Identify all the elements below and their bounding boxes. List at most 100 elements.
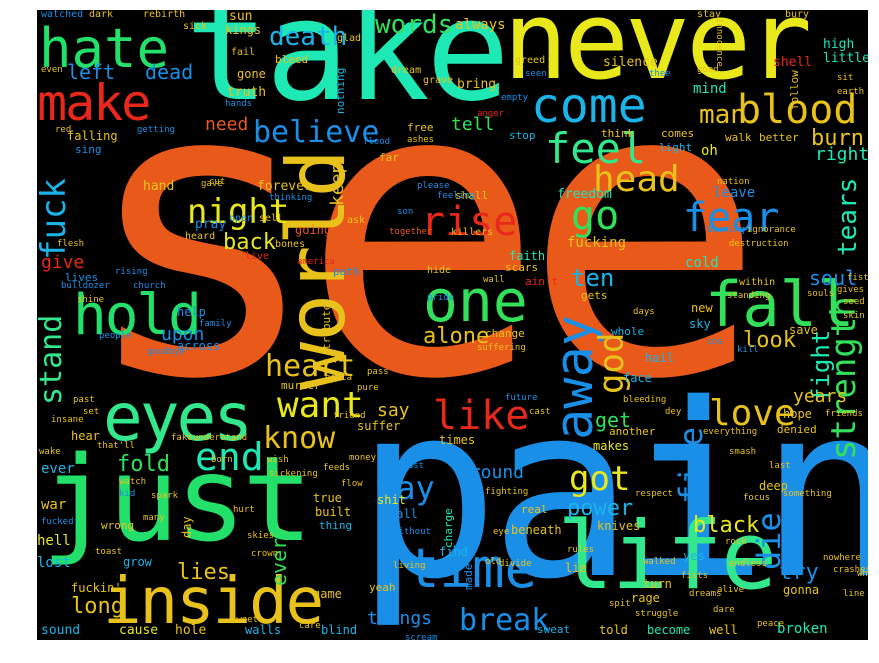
word-feeling: feeling [437, 191, 475, 201]
word-peace: peace [757, 619, 785, 629]
word-free: free [407, 121, 434, 134]
word-cut: cut [209, 177, 226, 187]
word-sit: sit [837, 73, 854, 83]
word-rage: rage [631, 591, 660, 605]
word-heard: heard [185, 231, 216, 242]
word-fist: fist [847, 273, 868, 283]
word-flood: flood [363, 137, 391, 147]
word-times: times [439, 433, 476, 447]
word-go: go [571, 193, 620, 239]
word-always: always [455, 17, 506, 33]
word-one: one [423, 267, 528, 335]
word-freedom: freedom [557, 187, 612, 202]
word-ten: ten [571, 264, 615, 292]
word-line: line [843, 589, 865, 599]
word-suffering: suffering [477, 343, 526, 353]
word-skies: skies [247, 531, 275, 541]
word-believe: believe [253, 115, 380, 150]
word-tears: tears [833, 177, 863, 256]
word-together: together [389, 227, 433, 237]
word-killers: killers [451, 227, 494, 238]
word-night: night [187, 192, 290, 232]
word-left: left [67, 60, 116, 84]
word-never: never [503, 10, 812, 104]
word-death: death [269, 22, 348, 52]
word-little: little [823, 51, 868, 66]
word-dark: dark [89, 10, 114, 20]
word-forever: forever [257, 179, 312, 194]
word-hand: hand [143, 179, 175, 194]
word-bones: bones [275, 239, 306, 250]
word-sound: sound [41, 623, 81, 638]
word-fold: fold [117, 452, 170, 477]
word-wrong: wrong [101, 519, 135, 532]
word-keep: keep [327, 162, 348, 206]
word-made: made [462, 563, 475, 591]
word-change: change [485, 327, 525, 340]
word-thing: thing [319, 519, 353, 532]
word-back: back [223, 230, 276, 255]
word-falling: falling [67, 129, 118, 143]
word-fail: fail [231, 47, 256, 58]
word-save: save [789, 323, 818, 337]
word-heart: heart [265, 349, 356, 384]
word-insane: insane [51, 415, 84, 425]
word-pride: pride [427, 293, 455, 303]
word-fucking: fucking [567, 235, 627, 251]
word-wake: wake [39, 447, 61, 457]
word-face: face [623, 371, 652, 385]
word-even: even [41, 65, 63, 75]
word-right: right [815, 144, 868, 165]
word-ignorance: ignorance [747, 225, 796, 235]
word-nowhere: nowhere [823, 553, 861, 563]
word-fuckin': fuckin' [71, 581, 122, 595]
word-new: new [691, 301, 713, 315]
word-watch: watch [119, 477, 147, 487]
word-day: day [180, 516, 194, 538]
word-within: within [739, 277, 776, 288]
word-gotta: gotta [325, 373, 353, 383]
word-wall: wall [483, 275, 505, 285]
word-spit: spit [609, 599, 631, 609]
word-like: like [433, 393, 530, 439]
word-know: know [263, 421, 336, 456]
word-deep: deep [759, 479, 788, 493]
word-years: years [793, 386, 848, 407]
word-rise: rise [421, 199, 518, 245]
word-people: people [99, 331, 132, 341]
word-lie: lie [565, 561, 587, 575]
word-inside: inside [103, 565, 324, 639]
word-path: path [333, 265, 360, 278]
word-goodbye: goodbye [147, 347, 185, 357]
word-living: living [393, 561, 426, 571]
word-grow: grow [123, 555, 152, 569]
word-innocence: innocence [714, 18, 724, 67]
word-way: way [377, 469, 435, 507]
word-thee: thee [649, 69, 671, 79]
word-man: man [699, 100, 746, 130]
word-cloud: see pain take never just life inside hat… [37, 10, 868, 640]
word-time: time [407, 537, 538, 600]
word-denied: denied [777, 423, 817, 436]
word-sing: sing [75, 143, 102, 156]
word-bulldozer: bulldozer [61, 281, 110, 291]
word-glad: glad [337, 33, 362, 44]
word-get: get [595, 408, 632, 432]
word-see: see [79, 10, 766, 468]
word-beneath: beneath [511, 523, 562, 537]
word-friends: friends [825, 409, 863, 419]
word-that'll: that'll [97, 441, 135, 451]
word-shall: shall [455, 189, 489, 202]
word-another: another [609, 425, 656, 438]
word-sick: sick [183, 21, 208, 32]
word-ever: ever [41, 461, 75, 477]
word-kid: kid [119, 489, 136, 499]
word-pray: pray [195, 217, 227, 232]
word-head: head [593, 159, 680, 200]
word-respect: respect [635, 489, 673, 499]
word-upon: upon [161, 324, 205, 345]
word-alone: alone [423, 324, 490, 349]
word-high: high [823, 37, 855, 52]
word-gets: gets [581, 289, 608, 302]
word-tribute: tribute [320, 303, 333, 350]
